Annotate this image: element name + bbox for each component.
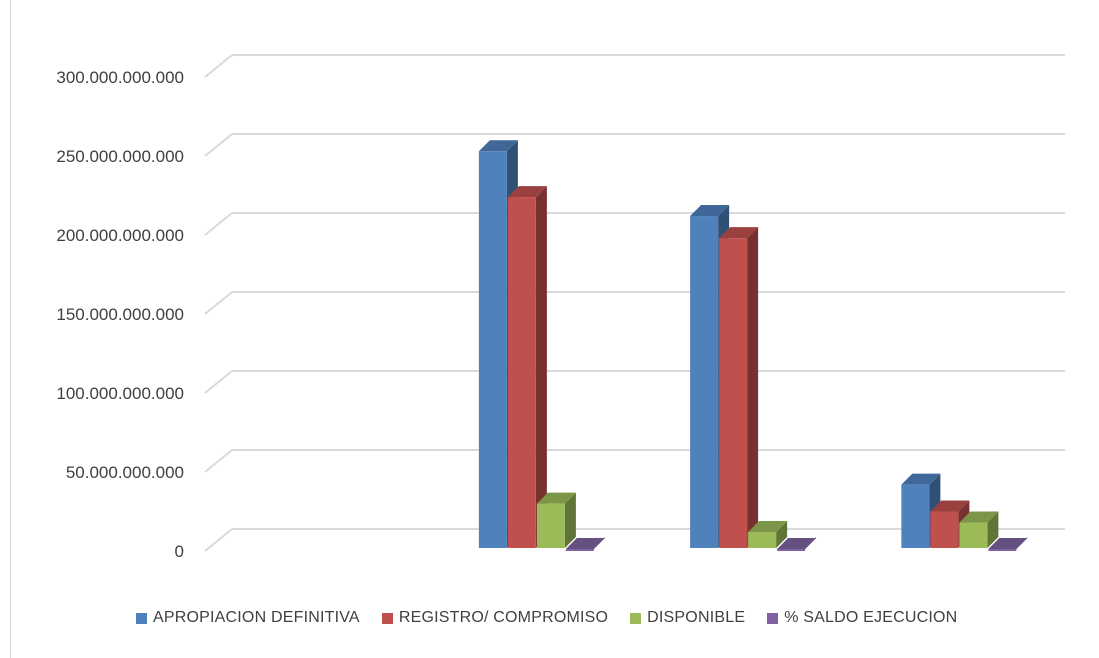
bar-side: [564, 492, 576, 548]
legend-swatch: [136, 612, 147, 624]
bar: [478, 151, 507, 548]
legend-item: % SALDO EJECUCION: [767, 609, 957, 627]
bar-side: [987, 511, 999, 548]
bar: [536, 503, 565, 548]
bar-top: [777, 538, 817, 549]
bar-top: [719, 227, 759, 239]
y-tick-label: 0: [175, 542, 184, 561]
bar-chart: 0 50.000.000.000 100.000.000.000 150.000.00…: [56, 54, 1065, 561]
gridline-depth: [204, 212, 233, 236]
gridline-depth: [204, 370, 233, 394]
bar: [565, 549, 594, 551]
bar-top: [478, 140, 518, 152]
bar-side: [747, 227, 759, 548]
bar-top: [901, 473, 941, 485]
legend-label: APROPIACION DEFINITIVA: [153, 609, 360, 626]
chart-legend: APROPIACION DEFINITIVA REGISTRO/ COMPROMI…: [136, 603, 957, 633]
bar-side: [535, 186, 547, 548]
bar-top: [536, 492, 576, 504]
bar-top: [748, 521, 788, 533]
legend-label: DISPONIBLE: [647, 609, 746, 626]
legend-swatch: [767, 612, 779, 624]
legend-swatch: [381, 612, 393, 624]
legend-item: REGISTRO/ COMPROMISO: [381, 609, 609, 627]
gridline-depth: [204, 54, 233, 78]
legend-item: DISPONIBLE: [630, 609, 745, 627]
y-tick-label: 200.000.000.000: [56, 226, 184, 245]
bar-top: [988, 538, 1028, 549]
legend-label: % SALDO EJECUCION: [784, 609, 958, 626]
bar: [988, 549, 1017, 551]
bar: [930, 511, 959, 548]
chart-frame-edge: [10, 0, 11, 658]
bar: [959, 522, 988, 548]
gridline-depth: [204, 528, 233, 552]
legend-item: APROPIACION DEFINITIVA: [136, 609, 360, 627]
bar: [901, 484, 930, 548]
y-tick-label: 50.000.000.000: [66, 463, 184, 482]
bar: [690, 216, 719, 549]
bar-top: [565, 538, 605, 549]
bar: [507, 197, 536, 548]
y-tick-label: 300.000.000.000: [56, 68, 184, 87]
y-tick-label: 150.000.000.000: [56, 305, 184, 324]
bar: [748, 532, 777, 548]
bar-side: [776, 521, 788, 548]
bar-top: [507, 186, 547, 198]
bar-top: [690, 205, 730, 217]
gridline-depth: [204, 449, 233, 473]
bar-top: [930, 500, 970, 512]
gridline-depth: [204, 133, 233, 157]
bar: [777, 549, 806, 551]
y-tick-label: 250.000.000.000: [56, 147, 184, 166]
y-tick-label: 100.000.000.000: [56, 384, 184, 403]
gridline-depth: [204, 291, 233, 315]
bar-top: [959, 511, 999, 523]
legend-swatch: [630, 612, 642, 624]
legend-label: REGISTRO/ COMPROMISO: [398, 609, 609, 626]
bar: [719, 238, 748, 548]
